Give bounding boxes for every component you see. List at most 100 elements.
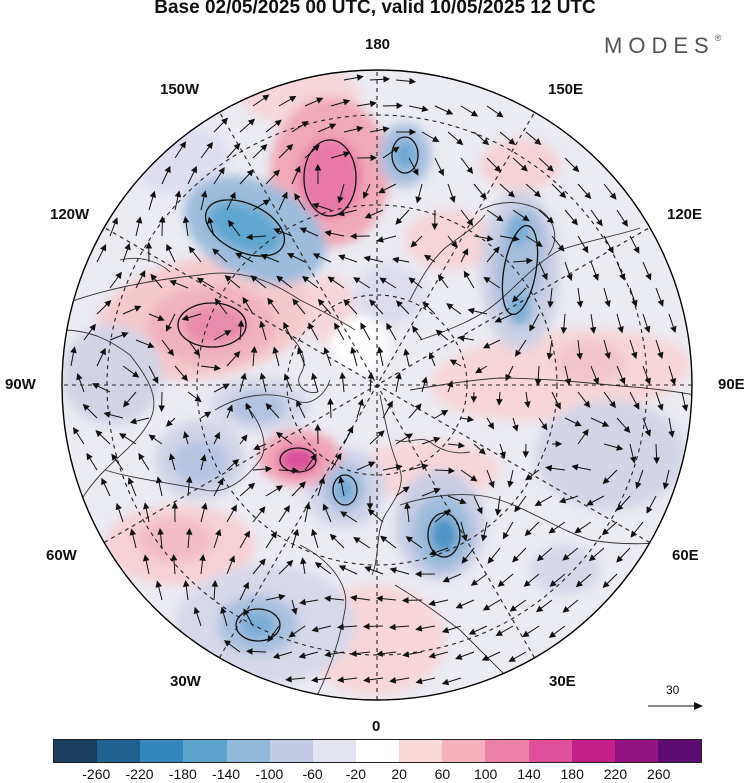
wind-arrow-head (523, 580, 531, 587)
wind-arrow-shaft (265, 121, 279, 133)
wind-arrow-head (604, 352, 611, 360)
wind-arrow-shaft (655, 443, 658, 461)
wind-arrow-head (607, 246, 614, 254)
wind-arrow-shaft (629, 287, 636, 304)
wind-arrow-head (421, 376, 428, 384)
wind-arrow-head (299, 227, 308, 234)
wind-arrow-head (111, 217, 119, 225)
wind-arrow-head (284, 675, 292, 683)
wind-arrow-head (337, 196, 344, 204)
wind-arrow-shaft (577, 339, 581, 356)
wind-arrow-head (206, 141, 214, 150)
wind-arrow-shaft (185, 313, 202, 319)
wind-arrow-head (76, 373, 83, 381)
wind-arrow-head (488, 480, 495, 489)
wind-arrow-shaft (419, 677, 436, 683)
wind-arrow-head (402, 486, 410, 493)
wind-arrow-head (657, 351, 664, 360)
wind-arrow-head (221, 117, 229, 125)
wind-arrow-shaft (434, 157, 443, 173)
wind-arrow-shaft (109, 220, 117, 237)
wind-arrow-shaft (383, 537, 397, 549)
wind-arrow-shaft (616, 417, 628, 431)
wind-arrow-head (213, 431, 220, 440)
wind-arrow-head (224, 330, 232, 337)
wind-arrow-shaft (538, 209, 552, 222)
wind-arrow-shaft (167, 313, 176, 329)
wind-arrow-shaft (445, 677, 462, 684)
wind-arrow-head (476, 506, 483, 515)
wind-arrow-head (619, 273, 626, 281)
wind-arrow-head (433, 436, 441, 444)
wind-arrow-head (212, 248, 220, 256)
wind-arrow-head (395, 300, 403, 308)
wind-arrow-shaft (525, 131, 539, 143)
wind-arrow-head (389, 567, 397, 574)
colorbar-swatch (614, 740, 658, 762)
wind-arrow-shaft (279, 277, 293, 289)
wind-arrow-head (470, 475, 478, 482)
wind-arrow-head (247, 482, 256, 490)
wind-arrow-shaft (239, 533, 249, 549)
wind-arrow-shaft (516, 495, 527, 510)
wind-arrow-shaft (278, 146, 291, 159)
wind-arrow-head (428, 652, 436, 659)
wind-arrow-shaft (109, 274, 120, 289)
wind-arrow-shaft (497, 495, 501, 512)
wind-arrow-head (602, 581, 610, 589)
wind-arrow-head (512, 295, 519, 303)
wind-arrow-head (224, 275, 232, 282)
wind-arrow-head (482, 342, 491, 349)
wind-arrow-head (617, 326, 624, 334)
wind-arrow-shaft (591, 547, 605, 559)
wind-arrow-head (574, 526, 582, 534)
wind-arrow-shaft (525, 625, 540, 636)
wind-arrow-head (479, 192, 487, 200)
wind-arrow-head (392, 146, 400, 154)
wind-arrow-head (350, 346, 357, 354)
wind-arrow-head (308, 322, 315, 330)
wind-arrow-shaft (291, 484, 304, 497)
wind-arrow-head (273, 228, 281, 235)
wind-arrow-head (196, 277, 205, 284)
wind-arrow-shaft (304, 456, 315, 471)
wind-arrow-shaft (408, 406, 420, 419)
wind-arrow-shaft (158, 480, 163, 497)
wind-arrow-head (604, 300, 611, 308)
wind-arrow-shaft (395, 376, 400, 393)
wind-arrow-head (329, 123, 337, 130)
wind-arrow-shaft (367, 257, 384, 263)
wind-arrow-head (314, 423, 322, 431)
wind-arrow-head (564, 378, 572, 386)
wind-arrow-shaft (117, 506, 124, 523)
wind-arrow-shaft (304, 277, 319, 289)
wind-arrow-head (446, 303, 454, 310)
wind-arrow-head (278, 593, 286, 601)
wind-arrow-head (200, 454, 207, 462)
wind-arrow-head (382, 126, 390, 133)
wind-arrow-head (190, 165, 197, 174)
wind-arrow-shaft (330, 153, 347, 159)
wind-arrow-shaft (549, 467, 566, 471)
wind-arrow-shaft (174, 194, 179, 211)
wind-arrow-shaft (159, 532, 163, 549)
wind-arrow-head (405, 433, 414, 440)
wind-arrow-head (388, 623, 396, 631)
wind-arrow-shaft (356, 538, 371, 549)
wind-arrow-shaft (483, 521, 488, 538)
wind-arrow-head (260, 143, 268, 151)
wind-arrow-head (220, 606, 227, 614)
wind-arrow-shaft (356, 278, 371, 289)
wind-arrow-shaft (276, 651, 293, 658)
wind-arrow-head (435, 329, 443, 337)
colorbar-swatch (97, 740, 141, 762)
colorbar-tick-label: -140 (212, 766, 241, 782)
wind-arrow-shaft (239, 171, 252, 185)
wind-arrow-shaft (244, 611, 254, 627)
wind-arrow-shaft (227, 277, 241, 289)
wind-arrow-head (450, 240, 458, 249)
wind-arrow-head (343, 99, 351, 106)
wind-arrow-shaft (589, 495, 605, 504)
circulation-lines (177, 136, 539, 642)
wind-arrow-head (134, 305, 142, 312)
